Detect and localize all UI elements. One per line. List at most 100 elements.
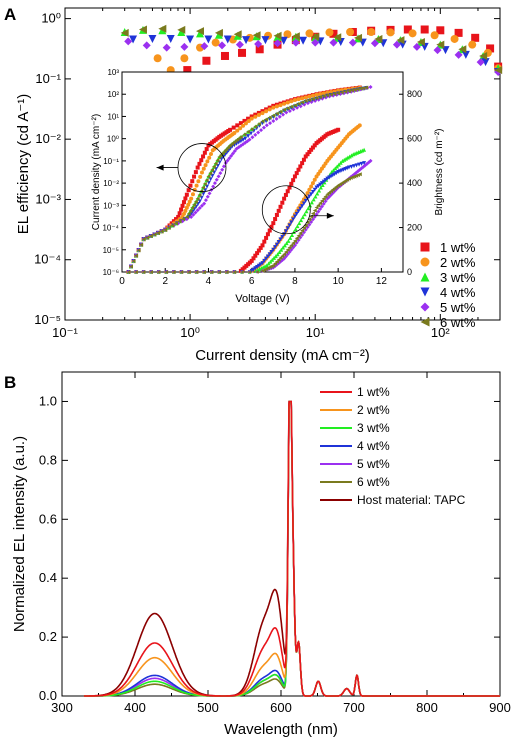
data-point-1-wt xyxy=(329,29,338,38)
inset-lv-baseline-6-wt xyxy=(247,270,252,274)
inset-lv-point-3-wt xyxy=(304,209,309,214)
inset-jv-point-6-wt xyxy=(215,158,220,163)
inset-jv-point-5-wt xyxy=(207,191,212,196)
inset-lv-point-3-wt xyxy=(295,224,300,229)
inset-lv-point-6-wt xyxy=(271,263,276,268)
y-tick-label: 10⁻² xyxy=(35,131,61,146)
inset-lv-point-6-wt xyxy=(323,194,328,199)
inset-x-tick-label: 12 xyxy=(376,276,388,287)
data-point-2-wt xyxy=(430,31,439,40)
inset-lv-baseline-6-wt xyxy=(149,270,153,274)
inset-lv-point-4-wt xyxy=(276,240,281,244)
data-point-1-wt xyxy=(454,28,463,37)
inset-lv-baseline-6-wt xyxy=(194,270,199,274)
inset-jv-point-6-wt xyxy=(226,145,231,150)
inset-jv-point-5-wt xyxy=(277,114,282,119)
inset-x-tick-label: 6 xyxy=(249,276,255,287)
b-x-tick-label: 400 xyxy=(124,700,146,715)
inset-jv-point-4-wt xyxy=(241,137,246,142)
inset-lv-point-6-wt xyxy=(282,252,287,257)
inset-jv-point-4-wt xyxy=(206,180,211,185)
inset-lv-point-4-wt xyxy=(273,245,278,250)
data-point-6-wt xyxy=(214,28,223,37)
inset-jv-point-2-wt xyxy=(314,92,319,97)
inset-lv-baseline-6-wt xyxy=(187,270,191,274)
inset-lv-point-1-wt xyxy=(300,161,305,166)
inset-jv-point-1-wt xyxy=(174,217,179,222)
inset-x-tick-label: 2 xyxy=(162,276,168,287)
panel-a-inset-chart: 0 2 4 6 8 10 12 10³ 10² 10¹ 10⁰ 10⁻¹ 10⁻² 10⁻³ 10⁻⁴ 10⁻… xyxy=(91,68,445,305)
inset-jv-point-1-wt xyxy=(171,219,176,224)
inset-jv-point-6-wt xyxy=(210,167,215,172)
legend-marker-4-wt xyxy=(420,287,430,297)
inset-lv-point-4-wt xyxy=(298,206,303,211)
inset-jv-point-5-wt xyxy=(220,167,225,172)
inset-jv-point-6-wt xyxy=(355,87,360,92)
inset-y-tick-label: 10² xyxy=(107,90,119,99)
inset-lv-point-6-wt xyxy=(300,228,305,233)
inset-jv-point-6-wt xyxy=(192,202,197,207)
inset-jv-point-2-wt xyxy=(325,90,330,95)
inset-lv-point-4-wt xyxy=(294,211,299,216)
inset-y-tick-label: 10⁻⁴ xyxy=(102,224,119,233)
inset-lv-point-4-wt xyxy=(296,209,301,214)
inset-lv-point-1-wt xyxy=(258,245,263,250)
inset-jv-point-5-wt xyxy=(197,206,202,211)
inset-lv-point-3-wt xyxy=(290,232,295,237)
inset-lv-point-3-wt xyxy=(347,154,352,159)
x-tick-label: 10² xyxy=(431,325,450,340)
inset-jv-point-6-wt xyxy=(222,149,227,154)
inset-jv-point-6-wt xyxy=(134,253,139,258)
y-tick-label: 10⁻⁴ xyxy=(34,252,61,267)
inset-lv-point-3-wt xyxy=(297,221,302,226)
inset-lv-point-6-wt xyxy=(283,250,288,254)
inset-jv-point-5-wt xyxy=(203,198,208,203)
b-x-tick-label: 300 xyxy=(51,700,73,715)
inset-jv-point-6-wt xyxy=(249,127,254,132)
inset-jv-point-5-wt xyxy=(284,110,289,115)
inset-jv-point-2-wt xyxy=(282,101,287,106)
inset-jv-point-6-wt xyxy=(181,217,186,222)
inset-jv-point-5-wt xyxy=(264,123,269,128)
inset-lv-point-6-wt xyxy=(314,205,319,210)
inset-lv-point-6-wt xyxy=(273,261,278,266)
inset-jv-point-6-wt xyxy=(193,199,198,204)
inset-jv-point-5-wt xyxy=(202,201,207,206)
inset-lv-point-3-wt xyxy=(311,197,316,202)
data-point-6-wt xyxy=(311,32,320,41)
inset-lv-point-4-wt xyxy=(267,252,272,257)
inset-jv-point-5-wt xyxy=(281,112,286,117)
inset-lv-point-5-wt xyxy=(319,204,324,209)
inset-jv-point-2-wt xyxy=(208,151,213,156)
inset-jv-point-2-wt xyxy=(321,91,326,96)
inset-lv-point-3-wt xyxy=(288,235,293,240)
inset-lv-point-1-wt xyxy=(298,164,303,169)
legend-marker-6-wt xyxy=(420,317,430,327)
data-point-1-wt xyxy=(403,25,412,34)
data-point-5-wt xyxy=(162,43,171,52)
inset-jv-point-2-wt xyxy=(264,109,269,114)
inset-lv-point-1-wt xyxy=(336,127,341,132)
data-point-4-wt xyxy=(279,36,288,45)
b-x-axis-label: Wavelength (nm) xyxy=(224,721,338,738)
inset-jv-point-2-wt xyxy=(232,130,237,135)
inset-jv-point-2-wt xyxy=(189,196,194,201)
inset-jv-point-6-wt xyxy=(163,227,168,232)
inset-jv-point-5-wt xyxy=(193,210,198,215)
inset-y2-axis-label: Brightness (cd m⁻²) xyxy=(434,129,445,216)
inset-lv-baseline-6-wt xyxy=(156,270,161,274)
inset-y-tick-label: 10⁻³ xyxy=(103,201,119,210)
inset-jv-point-6-wt xyxy=(152,232,157,237)
inset-jv-point-5-wt xyxy=(368,85,373,90)
inset-lv-point-6-wt xyxy=(301,225,306,230)
inset-jv-point-5-wt xyxy=(189,214,194,219)
data-point-1-wt xyxy=(238,48,247,57)
inset-jv-point-1-wt xyxy=(201,154,206,159)
inset-jv-point-6-wt xyxy=(260,119,265,124)
panel-label-a: A xyxy=(4,5,16,24)
inset-lv-point-1-wt xyxy=(269,224,274,229)
b-legend-label: 5 wt% xyxy=(357,457,390,471)
inset-jv-point-6-wt xyxy=(352,87,357,92)
inset-lv-point-6-wt xyxy=(285,247,290,252)
data-point-4-wt xyxy=(398,40,407,49)
